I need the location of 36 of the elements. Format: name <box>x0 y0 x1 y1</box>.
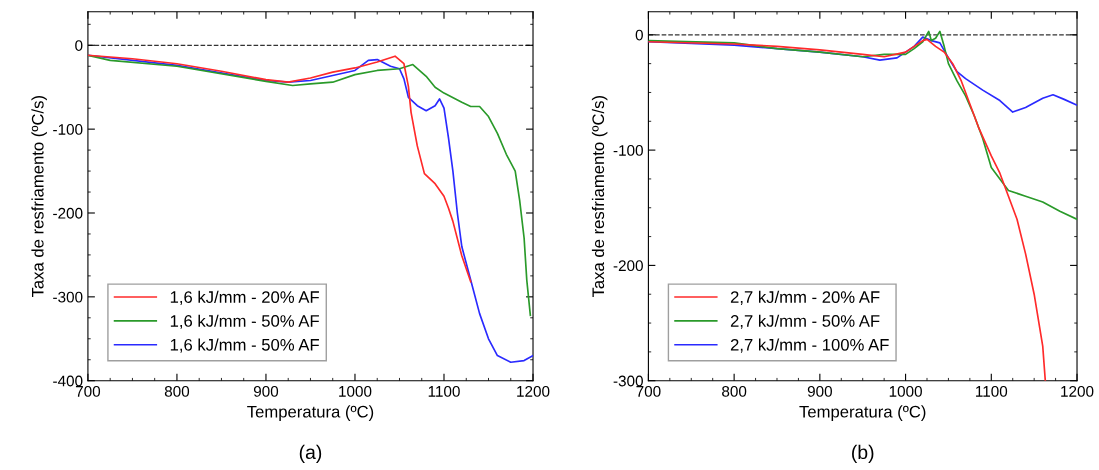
x-tick-label: 900 <box>253 385 279 397</box>
legend-label: 1,6 kJ/mm - 20% AF <box>170 290 319 305</box>
x-tick-label: 800 <box>722 385 747 397</box>
y-tick-label: -100 <box>613 144 643 156</box>
x-axis-title: Temperatura (ºC) <box>247 405 374 421</box>
x-tick-label: 800 <box>164 385 190 397</box>
x-tick-label: 700 <box>636 385 661 397</box>
x-tick-label: 1100 <box>976 385 1008 397</box>
x-tick-label: 700 <box>75 385 101 397</box>
legend-label: 2,7 kJ/mm - 50% AF <box>730 314 880 329</box>
y-tick-label: 0 <box>75 40 83 51</box>
legend-label: 2,7 kJ/mm - 100% AF <box>730 338 889 353</box>
y-axis-title: Taxa de resfriamento (ºC/s) <box>31 96 47 298</box>
x-tick-label: 1000 <box>889 385 922 397</box>
x-tick-label: 1000 <box>339 385 372 397</box>
legend-label: 1,6 kJ/mm - 50% AF <box>170 338 319 353</box>
y-tick-label: -200 <box>613 260 643 272</box>
text: (b) <box>852 444 874 463</box>
y-tick-label: -200 <box>53 207 83 219</box>
text: (a) <box>299 444 322 463</box>
line-series <box>648 30 1078 221</box>
x-tick-label: 1200 <box>1061 385 1094 397</box>
y-tick-label: -300 <box>53 291 83 303</box>
y-tick-label: -400 <box>53 375 83 387</box>
x-tick-label: 1100 <box>428 385 460 397</box>
y-tick-label: -300 <box>613 375 643 387</box>
legend-label: 1,6 kJ/mm - 50% AF <box>170 314 319 329</box>
y-tick-label: -100 <box>53 124 83 135</box>
line-series <box>648 38 1047 381</box>
x-tick-label: 1200 <box>517 385 550 397</box>
x-tick-label: 900 <box>807 385 832 397</box>
y-tick-label: 0 <box>635 29 643 41</box>
y-axis-title: Taxa de resfriamento (ºC/s) <box>591 96 608 298</box>
legend-label: 2,7 kJ/mm - 20% AF <box>730 290 880 305</box>
line-series <box>87 54 472 283</box>
x-axis-title: Temperatura (ºC) <box>799 405 926 421</box>
